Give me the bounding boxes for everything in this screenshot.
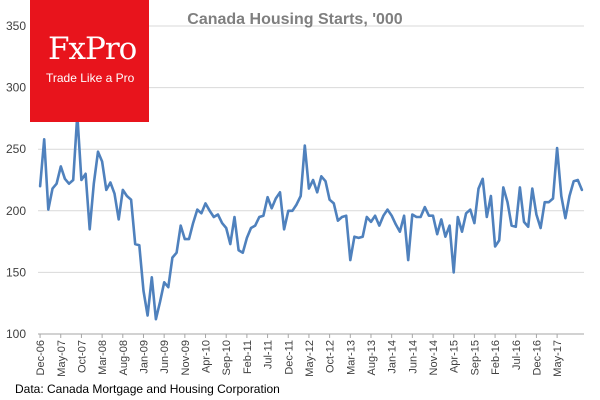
x-tick-label: Sep-10 bbox=[221, 340, 233, 375]
chart-title: Canada Housing Starts, '000 bbox=[187, 11, 403, 28]
x-tick-label: May-07 bbox=[56, 340, 68, 377]
x-tick-label: Jan-14 bbox=[387, 340, 399, 374]
series-line-housing-starts bbox=[38, 113, 584, 321]
series-group bbox=[38, 113, 584, 321]
x-tick-label: Aug-08 bbox=[118, 340, 130, 375]
x-tick-label: Apr-15 bbox=[449, 340, 461, 373]
x-tick-label: May-17 bbox=[552, 340, 564, 377]
x-axis-ticks bbox=[39, 334, 558, 338]
source-note: Data: Canada Mortgage and Housing Corpor… bbox=[15, 382, 280, 396]
x-axis-tick-labels: Dec-06 May-07 Oct-07 Mar-08 Aug-08 Jan-09 Jun-… bbox=[35, 340, 564, 377]
y-tick-label: 250 bbox=[6, 142, 26, 156]
y-tick-label: 350 bbox=[6, 19, 26, 33]
x-tick-label: Jul-16 bbox=[511, 340, 523, 370]
x-tick-label: Nov-09 bbox=[180, 340, 192, 375]
logo-brand-text: FxPro bbox=[48, 31, 137, 67]
y-tick-label: 100 bbox=[6, 327, 26, 341]
y-tick-label: 300 bbox=[6, 81, 26, 95]
x-tick-label: Jul-11 bbox=[263, 340, 275, 369]
x-tick-label: Nov-14 bbox=[428, 340, 440, 375]
x-tick-label: Apr-10 bbox=[201, 340, 213, 373]
logo-tagline: Trade Like a Pro bbox=[46, 71, 135, 85]
x-tick-label: May-12 bbox=[304, 340, 316, 377]
y-axis-tick-labels: 100 150 200 250 300 350 bbox=[6, 19, 26, 341]
x-tick-label: Mar-08 bbox=[97, 340, 109, 375]
x-tick-label: Jun-09 bbox=[159, 340, 171, 374]
x-tick-label: Aug-13 bbox=[366, 340, 378, 375]
y-tick-label: 200 bbox=[6, 204, 26, 218]
x-tick-label: Mar-13 bbox=[345, 340, 357, 375]
fxpro-logo: FxPro Trade Like a Pro bbox=[30, 0, 149, 122]
x-tick-label: Oct-12 bbox=[325, 340, 337, 373]
x-tick-label: Jan-09 bbox=[138, 340, 150, 374]
x-tick-label: Feb-16 bbox=[490, 340, 502, 375]
x-tick-label: Dec-06 bbox=[35, 340, 47, 375]
x-tick-label: Dec-11 bbox=[283, 340, 295, 375]
x-tick-label: Oct-07 bbox=[76, 340, 88, 373]
y-tick-label: 150 bbox=[6, 265, 26, 279]
axes bbox=[38, 333, 584, 338]
x-tick-label: Feb-11 bbox=[242, 340, 254, 374]
x-tick-label: Jun-14 bbox=[407, 340, 419, 374]
x-tick-label: Dec-16 bbox=[531, 340, 543, 375]
x-tick-label: Sep-15 bbox=[469, 340, 481, 375]
